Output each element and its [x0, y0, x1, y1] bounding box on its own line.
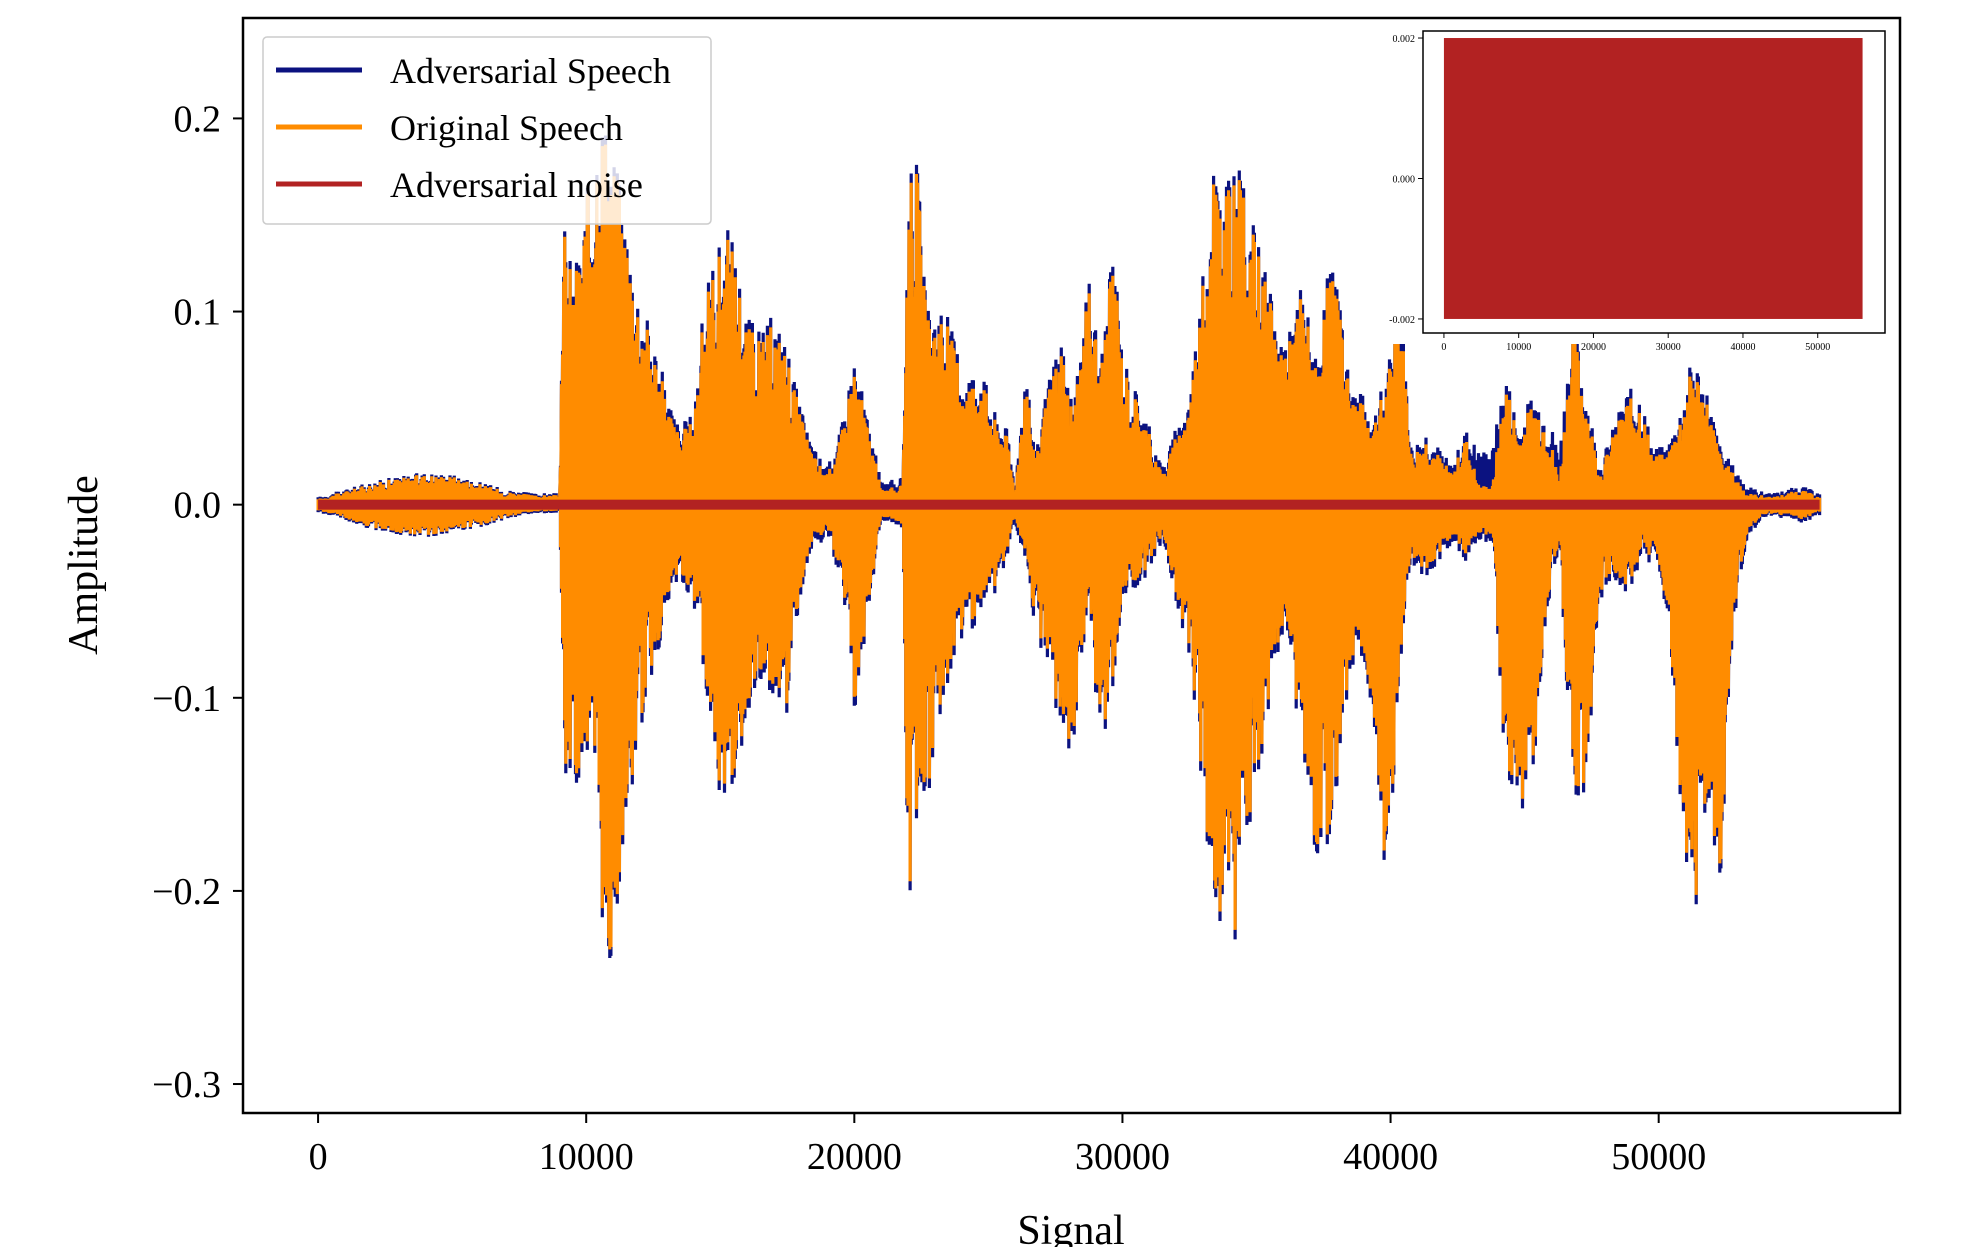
y-tick-label: −0.1	[152, 678, 221, 720]
legend: Adversarial Speech Original Speech Adver…	[262, 36, 712, 225]
inset-y-tick-label: 0.002	[1393, 34, 1416, 45]
inset-x-tick-label: 40000	[1730, 342, 1755, 353]
inset-x-tick-label: 30000	[1656, 342, 1681, 353]
main-series-layer	[316, 135, 1822, 959]
series-adversarial-noise	[318, 499, 1820, 510]
x-tick-label: 30000	[1075, 1136, 1170, 1178]
x-tick-label: 20000	[807, 1136, 902, 1178]
inset-x-ticks: 0 10000 20000 30000 40000 50000	[1441, 333, 1830, 353]
inset-y-tick-label: 0.000	[1393, 174, 1416, 185]
inset-y-tick-label: -0.002	[1389, 315, 1415, 326]
legend-box	[262, 36, 712, 225]
x-tick-label: 50000	[1611, 1136, 1706, 1178]
inset-x-tick-label: 10000	[1506, 342, 1531, 353]
inset-plot: 0 10000 20000 30000 40000 50000 0.002 0.000 -0.…	[1378, 22, 1888, 353]
x-tick-label: 10000	[539, 1136, 634, 1178]
x-tick-label: 40000	[1343, 1136, 1438, 1178]
y-axis-label: Amplitude	[61, 475, 107, 655]
legend-label-original-speech: Original Speech	[390, 108, 623, 148]
legend-label-adversarial-noise: Adversarial noise	[390, 165, 643, 205]
x-axis-label: Signal	[1017, 1208, 1124, 1247]
main-y-ticks: 0.2 0.1 0.0 −0.1 −0.2 −0.3	[152, 98, 243, 1106]
inset-y-ticks: 0.002 0.000 -0.002	[1389, 34, 1423, 326]
main-plot: 0 10000 20000 30000 40000 50000 0.2 0.1 0.0 −0.1…	[61, 16, 1902, 1247]
main-axes-frame	[241, 16, 1902, 1115]
y-tick-label: −0.3	[152, 1064, 221, 1106]
y-tick-label: 0.2	[174, 98, 222, 140]
y-tick-label: −0.2	[152, 871, 221, 913]
inset-x-tick-label: 50000	[1805, 342, 1830, 353]
inset-x-tick-label: 0	[1441, 342, 1446, 353]
inset-series-layer	[1443, 38, 1863, 319]
inset-series-adversarial-noise	[1443, 38, 1863, 319]
series-original-speech	[316, 144, 1822, 950]
y-tick-label: 0.0	[174, 485, 222, 527]
inset-axes-frame	[1422, 30, 1886, 334]
x-tick-label: 0	[309, 1136, 328, 1178]
inset-x-tick-label: 20000	[1581, 342, 1606, 353]
main-x-ticks: 0 10000 20000 30000 40000 50000	[309, 1113, 1706, 1178]
legend-label-adversarial-speech: Adversarial Speech	[390, 51, 671, 91]
y-tick-label: 0.1	[174, 292, 222, 334]
